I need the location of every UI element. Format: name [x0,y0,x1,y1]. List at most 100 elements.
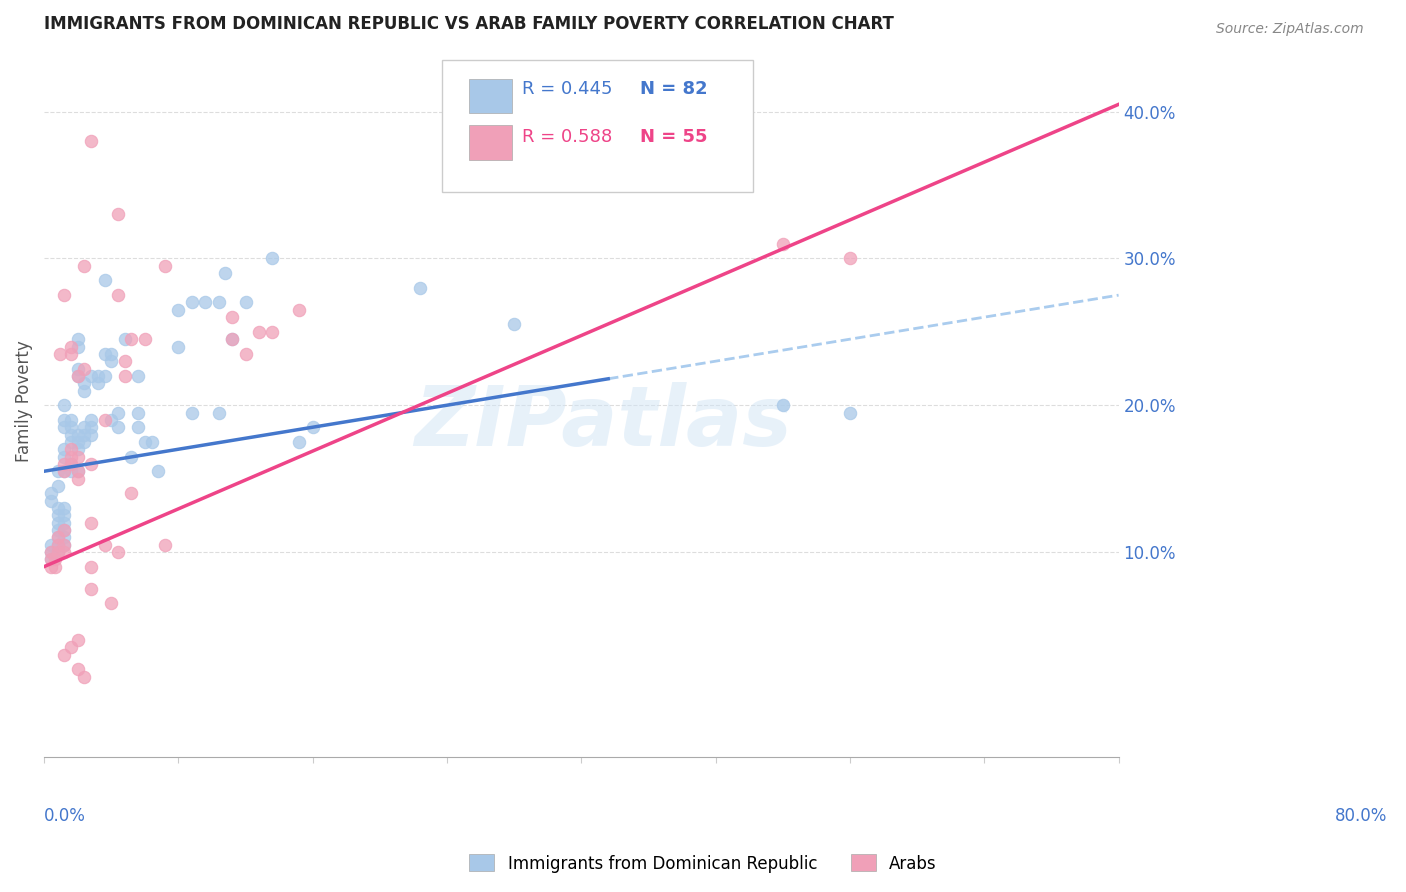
Point [46,545,69,559]
Text: Source: ZipAtlas.com: Source: ZipAtlas.com [1216,22,1364,37]
Y-axis label: Family Poverty: Family Poverty [15,341,32,462]
Point [73,259,96,273]
Point [66,427,89,442]
Point [46,545,69,559]
Point [80,457,103,471]
Point [66,361,89,376]
Point [80,582,103,596]
Point [39,545,62,559]
Point [87,376,110,391]
Point [59,457,82,471]
Point [66,332,89,346]
Point [53,398,76,412]
Point [39,559,62,574]
Point [839,252,862,266]
Point [120,450,142,464]
Point [772,236,794,251]
Point [46,516,69,530]
Point [66,450,89,464]
Point [93,273,115,287]
Point [127,368,149,383]
Point [167,339,190,353]
Point [39,552,62,566]
Point [39,538,62,552]
FancyBboxPatch shape [468,126,512,160]
Point [66,472,89,486]
Point [66,368,89,383]
Point [141,434,163,449]
Point [53,538,76,552]
Point [53,464,76,478]
Point [39,552,62,566]
Point [59,442,82,457]
Point [44,559,66,574]
Point [73,420,96,434]
Point [59,413,82,427]
Point [262,252,284,266]
Text: ZIPatlas: ZIPatlas [413,383,792,463]
Point [73,376,96,391]
Point [93,347,115,361]
Point [235,347,257,361]
Point [53,450,76,464]
Point [46,538,69,552]
Point [194,295,217,310]
Point [73,384,96,398]
Point [288,302,311,317]
Legend: Immigrants from Dominican Republic, Arabs: Immigrants from Dominican Republic, Arab… [463,847,943,880]
Point [503,318,526,332]
Point [39,545,62,559]
Point [107,207,129,221]
Point [80,368,103,383]
Point [127,405,149,419]
Point [80,420,103,434]
Point [262,325,284,339]
Point [301,420,323,434]
Point [214,266,236,280]
Point [59,640,82,655]
Point [73,670,96,684]
Point [59,464,82,478]
Point [247,325,270,339]
Text: R = 0.445: R = 0.445 [522,79,613,98]
Point [80,427,103,442]
Point [288,434,311,449]
Point [80,413,103,427]
Point [66,632,89,647]
Point [107,420,129,434]
Point [93,538,115,552]
Point [46,530,69,544]
Point [66,442,89,457]
Point [100,347,122,361]
Point [221,332,243,346]
Point [153,538,176,552]
Point [66,464,89,478]
Point [49,347,72,361]
Point [46,538,69,552]
Point [39,486,62,500]
Point [46,464,69,478]
Point [53,523,76,537]
Point [409,281,432,295]
Point [53,538,76,552]
Point [53,420,76,434]
Point [80,516,103,530]
Text: N = 82: N = 82 [641,79,709,98]
Point [107,405,129,419]
Point [100,354,122,368]
Point [66,339,89,353]
Point [772,398,794,412]
Point [221,332,243,346]
Point [59,339,82,353]
Point [120,486,142,500]
Point [235,295,257,310]
FancyBboxPatch shape [468,79,512,113]
Text: R = 0.588: R = 0.588 [522,128,613,145]
Point [66,464,89,478]
Point [53,288,76,302]
Point [53,500,76,515]
Point [839,405,862,419]
Point [59,347,82,361]
Point [73,427,96,442]
Point [53,508,76,523]
